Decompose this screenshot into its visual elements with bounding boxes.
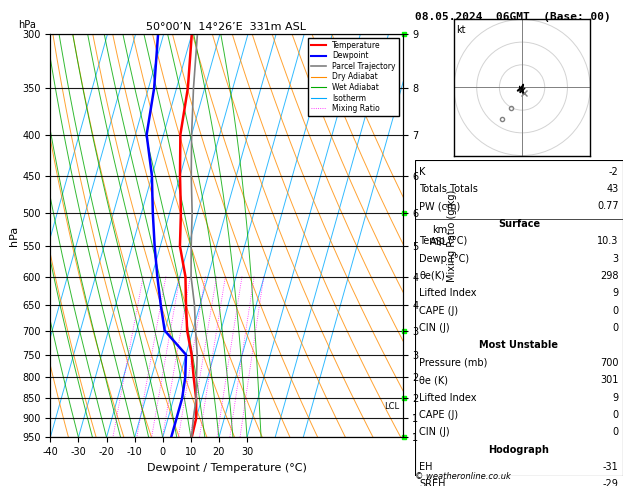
Y-axis label: km
ASL: km ASL [430, 225, 448, 246]
Text: CAPE (J): CAPE (J) [420, 410, 459, 420]
Text: -31: -31 [603, 462, 618, 472]
Legend: Temperature, Dewpoint, Parcel Trajectory, Dry Adiabat, Wet Adiabat, Isotherm, Mi: Temperature, Dewpoint, Parcel Trajectory… [308, 38, 399, 116]
Text: 2: 2 [135, 440, 139, 446]
Text: -2: -2 [609, 167, 618, 177]
Text: Pressure (mb): Pressure (mb) [420, 358, 487, 368]
Text: Hodograph: Hodograph [489, 445, 549, 455]
Text: Dewp (°C): Dewp (°C) [420, 254, 469, 263]
Text: kt: kt [456, 25, 466, 35]
Text: Surface: Surface [498, 219, 540, 229]
Text: 43: 43 [606, 184, 618, 194]
Text: 301: 301 [600, 375, 618, 385]
Y-axis label: hPa: hPa [9, 226, 19, 246]
Title: 50°00’N  14°26’E  331m ASL: 50°00’N 14°26’E 331m ASL [147, 22, 306, 32]
Text: PW (cm): PW (cm) [420, 202, 460, 211]
Text: K: K [420, 167, 426, 177]
Text: 4: 4 [160, 440, 165, 446]
X-axis label: Dewpoint / Temperature (°C): Dewpoint / Temperature (°C) [147, 463, 306, 473]
Text: 6: 6 [176, 440, 181, 446]
Text: 0: 0 [613, 427, 618, 437]
Text: 10: 10 [195, 440, 204, 446]
Text: 8: 8 [188, 440, 192, 446]
Text: 08.05.2024  06GMT  (Base: 00): 08.05.2024 06GMT (Base: 00) [415, 12, 611, 22]
Text: Most Unstable: Most Unstable [479, 341, 559, 350]
Text: Totals Totals: Totals Totals [420, 184, 478, 194]
Text: Lifted Index: Lifted Index [420, 393, 477, 402]
Text: CIN (J): CIN (J) [420, 427, 450, 437]
Text: -29: -29 [603, 480, 618, 486]
Text: θe(K): θe(K) [420, 271, 445, 281]
Text: 3: 3 [613, 254, 618, 263]
Text: EH: EH [420, 462, 433, 472]
Text: Lifted Index: Lifted Index [420, 288, 477, 298]
Text: 0.77: 0.77 [597, 202, 618, 211]
Text: 3: 3 [149, 440, 154, 446]
Text: θe (K): θe (K) [420, 375, 448, 385]
Text: LCL: LCL [384, 402, 400, 411]
Text: 1: 1 [111, 440, 115, 446]
Text: 15: 15 [213, 440, 221, 446]
Text: 298: 298 [600, 271, 618, 281]
Text: 9: 9 [613, 288, 618, 298]
Text: CIN (J): CIN (J) [420, 323, 450, 333]
Text: 0: 0 [613, 306, 618, 316]
Text: 10.3: 10.3 [597, 236, 618, 246]
Text: 20: 20 [225, 440, 234, 446]
Text: hPa: hPa [19, 20, 36, 30]
Text: 9: 9 [613, 393, 618, 402]
Text: 700: 700 [600, 358, 618, 368]
Text: 0: 0 [613, 410, 618, 420]
Text: 25: 25 [236, 440, 245, 446]
Text: © weatheronline.co.uk: © weatheronline.co.uk [415, 472, 511, 481]
Text: CAPE (J): CAPE (J) [420, 306, 459, 316]
Text: SREH: SREH [420, 480, 446, 486]
Text: 0: 0 [613, 323, 618, 333]
Text: Mixing Ratio (g/kg): Mixing Ratio (g/kg) [447, 190, 457, 282]
Text: Temp (°C): Temp (°C) [420, 236, 467, 246]
